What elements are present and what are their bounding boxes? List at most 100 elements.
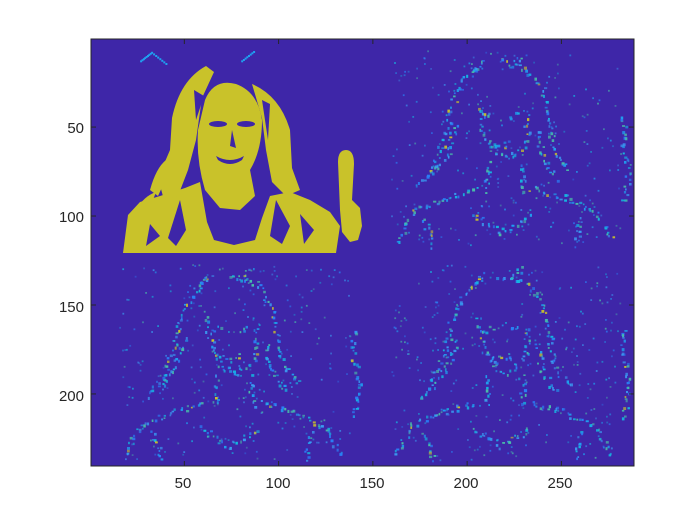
edge-pixel [545, 441, 547, 444]
edge-pixel [622, 199, 626, 202]
edge-pixel [167, 360, 170, 363]
edge-pixel [435, 306, 437, 309]
edge-pixel [585, 130, 588, 132]
edge-pixel [516, 437, 520, 439]
edge-pixel [537, 83, 541, 86]
edge-pixel [543, 376, 546, 380]
edge-pixel [525, 433, 528, 436]
edge-pixel [133, 328, 136, 331]
edge-pixel [445, 331, 448, 334]
edge-pixel [441, 147, 445, 149]
edge-pixel [586, 233, 589, 235]
edge-pixel [336, 448, 339, 452]
edge-pixel [483, 330, 486, 334]
edge-pixel [551, 337, 555, 341]
edge-pixel [572, 178, 575, 181]
edge-pixel [236, 408, 239, 411]
edge-pixel [210, 430, 213, 433]
edge-pixel [625, 375, 628, 379]
edge-pixel [593, 206, 596, 208]
edge-pixel [122, 268, 125, 271]
edge-pixel [193, 287, 196, 290]
edge-pixel [431, 171, 434, 174]
edge-pixel [557, 72, 559, 75]
edge-pixel [277, 346, 280, 350]
edge-pixel [445, 337, 449, 340]
edge-pixel [578, 230, 582, 233]
edge-pixel [451, 451, 453, 453]
edge-pixel [319, 281, 322, 284]
edge-pixel [193, 391, 196, 394]
edge-pixel [180, 317, 183, 320]
edge-pixel [432, 460, 434, 463]
edge-pixel [568, 413, 572, 416]
edge-pixel [124, 349, 127, 351]
edge-pixel [151, 385, 154, 389]
edge-pixel [477, 278, 482, 281]
edge-pixel [605, 441, 609, 444]
edge-pixel [213, 330, 217, 333]
edge-pixel [173, 408, 176, 411]
edge-pixel [497, 438, 499, 441]
edge-pixel [474, 178, 476, 181]
edge-pixel [527, 432, 530, 434]
edge-pixel [418, 238, 421, 241]
edge-pixel [579, 225, 582, 228]
edge-pixel [500, 356, 504, 360]
edge-pixel [526, 332, 528, 334]
edge-pixel [433, 159, 435, 162]
edge-pixel [528, 131, 532, 135]
edge-pixel [432, 416, 435, 419]
edge-pixel [566, 169, 569, 171]
edge-pixel [621, 417, 625, 421]
edge-pixel [126, 298, 128, 301]
edge-pixel [255, 346, 259, 349]
edge-pixel [528, 73, 532, 76]
edge-pixel [201, 281, 204, 285]
edge-pixel [352, 408, 356, 411]
edge-pixel [434, 381, 437, 384]
edge-pixel [281, 381, 283, 384]
edge-pixel [549, 207, 552, 210]
edge-pixel [625, 372, 628, 376]
edge-pixel [518, 59, 521, 63]
edge-pixel [535, 347, 538, 349]
edge-pixel [487, 437, 491, 441]
edge-pixel [576, 418, 579, 421]
edge-pixel [525, 328, 528, 331]
edge-pixel [154, 453, 157, 456]
edge-pixel [394, 62, 396, 64]
edge-pixel [157, 325, 159, 327]
edge-pixel [327, 427, 331, 431]
edge-pixel [551, 172, 554, 176]
edge-pixel [273, 374, 276, 377]
edge-pixel [446, 199, 449, 202]
edge-pixel [527, 223, 530, 226]
edge-pixel [398, 305, 401, 307]
edge-pixel [449, 131, 452, 135]
edge-pixel [453, 315, 456, 319]
edge-pixel [391, 215, 393, 218]
edge-pixel [353, 362, 356, 366]
edge-pixel [316, 441, 318, 444]
edge-pixel [604, 341, 606, 343]
edge-pixel [432, 165, 435, 168]
edge-pixel [250, 269, 253, 272]
edge-pixel [291, 418, 294, 420]
edge-pixel [520, 271, 524, 275]
edge-pixel [227, 439, 230, 441]
edge-pixel [624, 415, 627, 418]
edge-pixel [597, 211, 600, 214]
edge-pixel [284, 369, 288, 373]
edge-pixel [529, 213, 532, 217]
edge-pixel [486, 351, 490, 354]
edge-pixel [614, 365, 616, 368]
edge-pixel [479, 118, 483, 120]
edge-pixel [623, 191, 627, 194]
edge-pixel [205, 331, 208, 334]
edge-pixel [252, 440, 255, 442]
edge-pixel [314, 328, 317, 331]
edge-pixel [423, 434, 426, 438]
edge-pixel [481, 330, 484, 334]
edge-pixel [597, 266, 600, 269]
